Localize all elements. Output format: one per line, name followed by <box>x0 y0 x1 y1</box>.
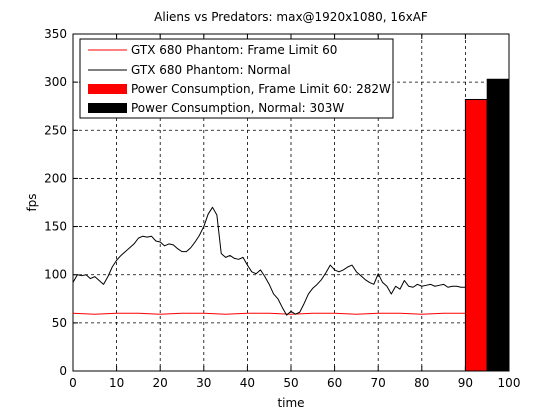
legend-box <box>79 38 394 119</box>
x-tick-label: 50 <box>283 376 298 390</box>
y-tick-label: 350 <box>44 27 67 41</box>
y-tick-label: 100 <box>44 268 67 282</box>
legend-label: GTX 680 Phantom: Normal <box>131 63 291 77</box>
legend-label: Power Consumption, Frame Limit 60: 282W <box>131 82 391 96</box>
x-tick-label: 40 <box>240 376 255 390</box>
x-tick-label: 0 <box>69 376 77 390</box>
y-tick-label: 0 <box>59 364 67 378</box>
y-tick-label: 150 <box>44 220 67 234</box>
legend-frame-limit-bar <box>88 84 127 94</box>
x-axis-title: time <box>277 396 304 410</box>
power-normal-bar <box>486 78 510 372</box>
normal-series-line <box>72 206 466 316</box>
line-layer <box>72 206 466 316</box>
y-tick-label: 250 <box>44 123 67 137</box>
x-tick-label: 90 <box>458 376 473 390</box>
x-tick-label: 80 <box>414 376 429 390</box>
y-tick-label: 50 <box>52 316 67 330</box>
x-tick-label: 70 <box>371 376 386 390</box>
x-tick-label: 20 <box>153 376 168 390</box>
legend-normal-bar <box>88 103 127 113</box>
x-tick-label: 60 <box>327 376 342 390</box>
axis-layer <box>72 33 510 372</box>
bar-layer <box>464 78 510 372</box>
chart-title: Aliens vs Predators: max@1920x1080, 16xA… <box>154 10 428 24</box>
legend-label: GTX 680 Phantom: Frame Limit 60 <box>131 43 337 57</box>
legend: GTX 680 Phantom: Frame Limit 60 GTX 680 P… <box>79 38 394 119</box>
x-tick-label: 10 <box>109 376 124 390</box>
x-tick-label: 30 <box>196 376 211 390</box>
frame-limit-series-line <box>72 312 466 315</box>
y-axis-title: fps <box>25 193 39 211</box>
legend-label: Power Consumption, Normal: 303W <box>131 101 344 115</box>
tick-layer: 0 10 20 30 40 50 60 70 80 90 100 0 50 100 150 200 250 300… <box>44 27 520 390</box>
y-tick-label: 200 <box>44 171 67 185</box>
y-tick-label: 300 <box>44 75 67 89</box>
power-frame-limit-bar <box>464 98 488 372</box>
x-tick-label: 100 <box>498 376 521 390</box>
